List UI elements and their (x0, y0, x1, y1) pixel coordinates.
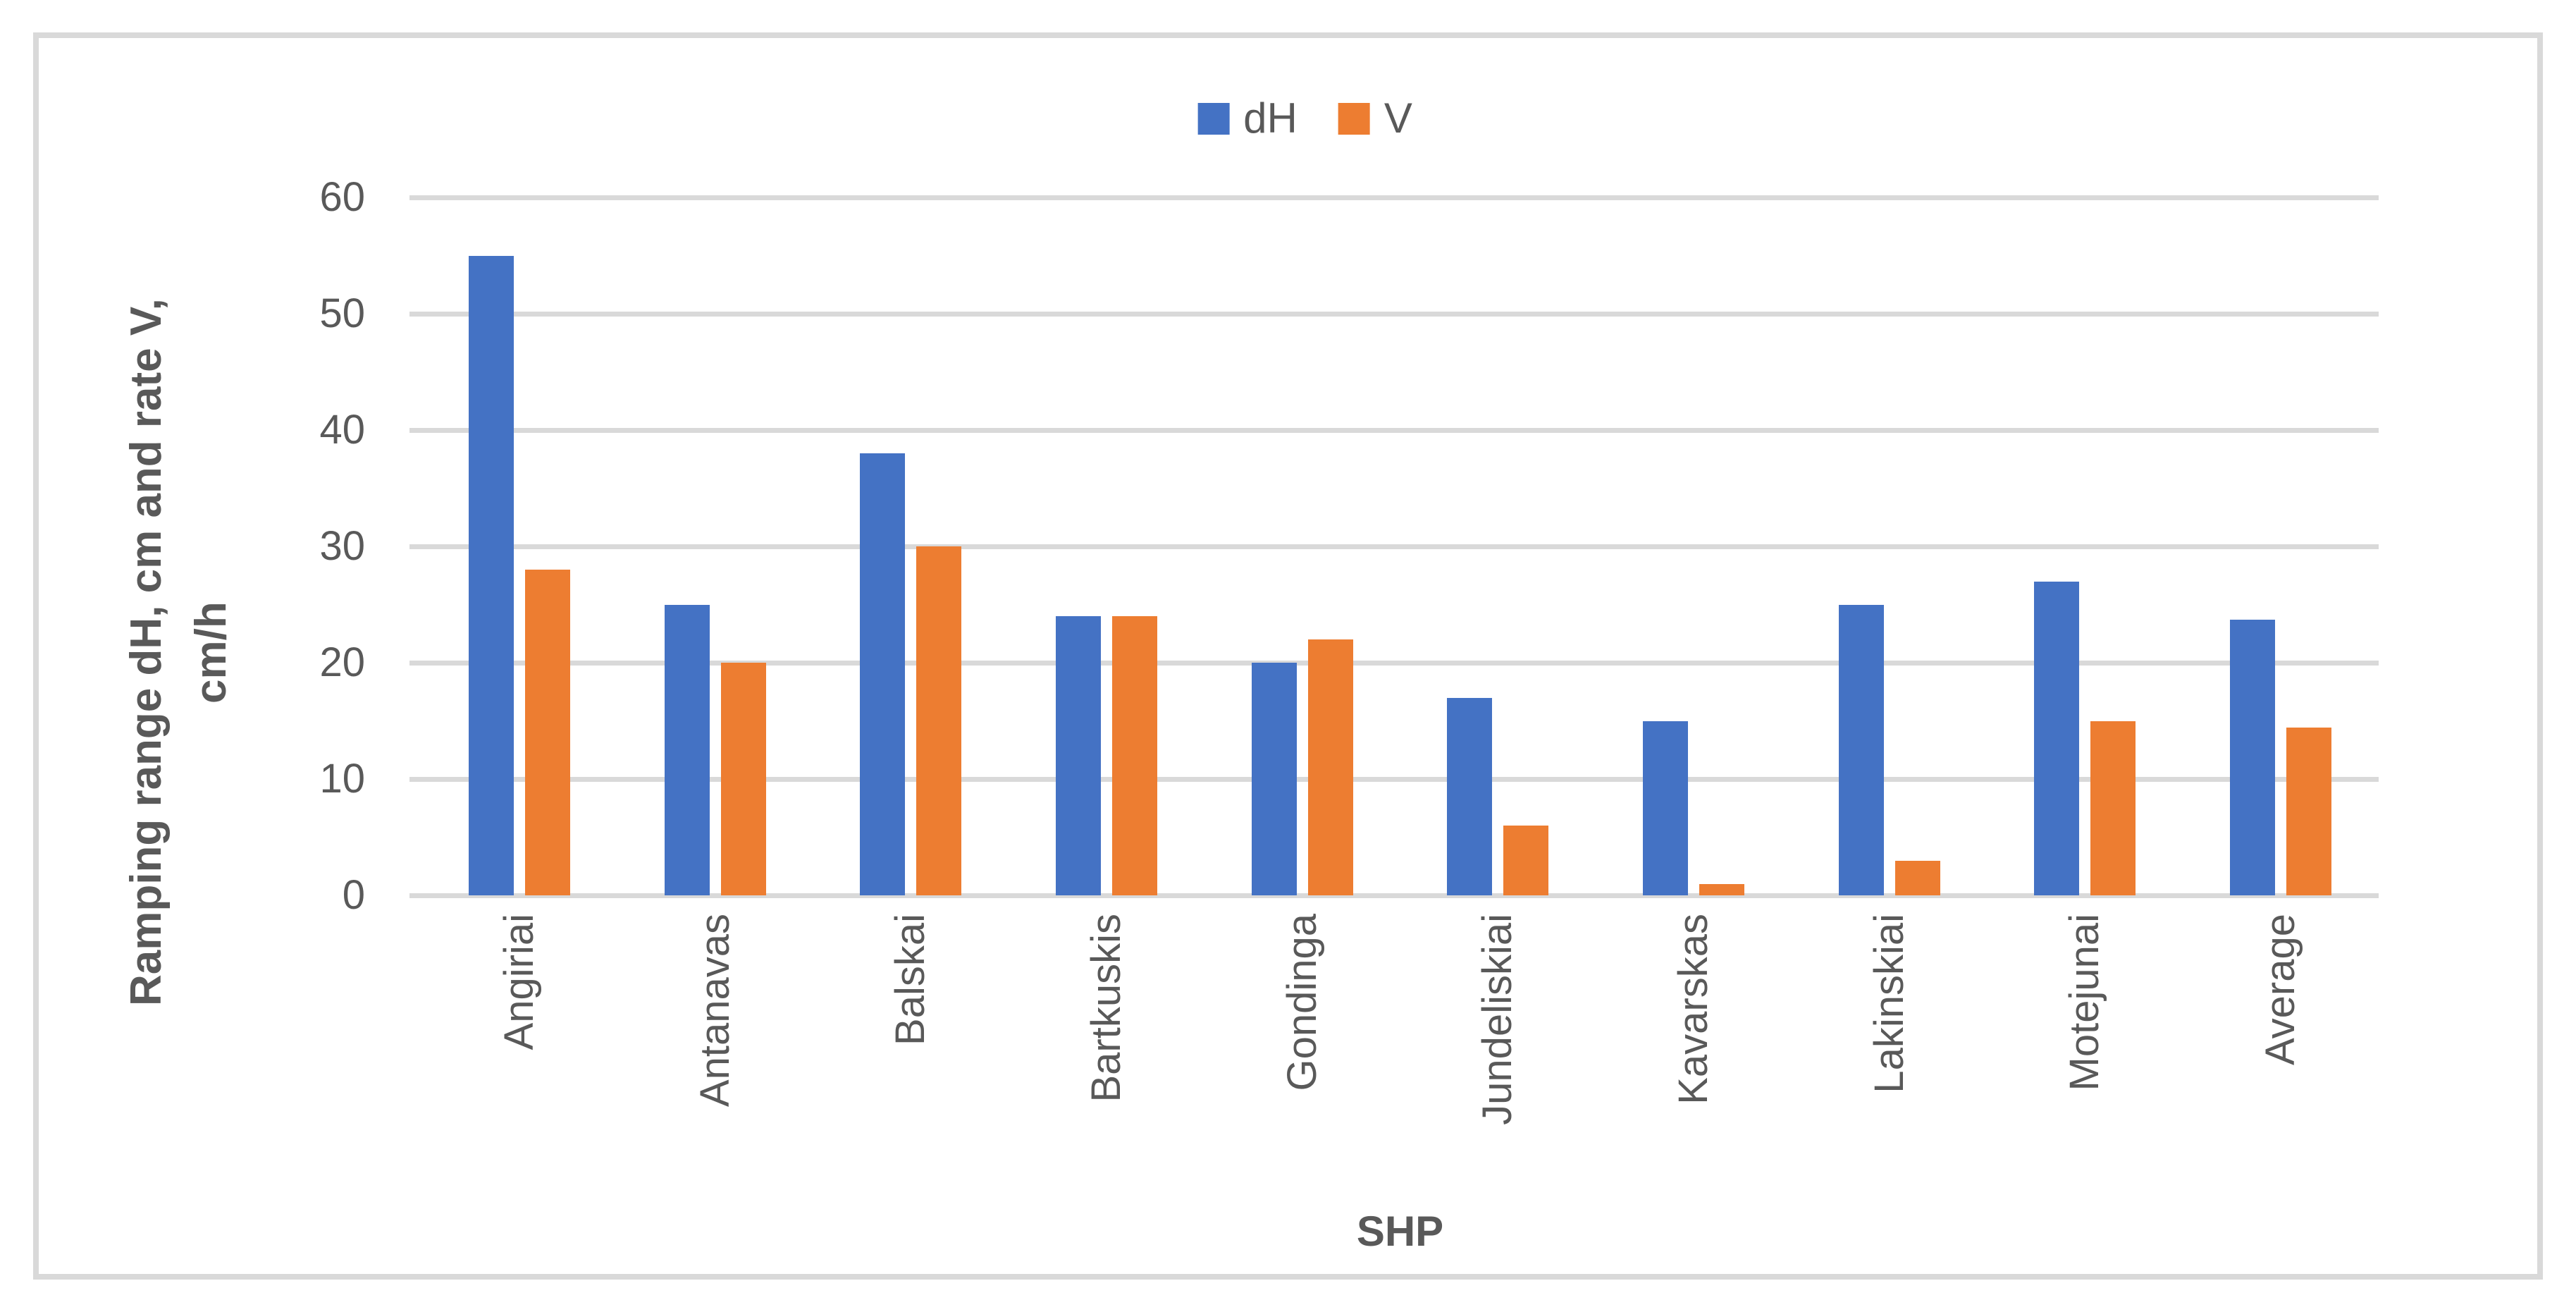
bar-group-kavarskas (1596, 197, 1792, 895)
bar-dh-motejunai (2034, 581, 2080, 895)
y-axis-title-line1: Ramping range dH, cm and rate V, (122, 298, 171, 1007)
tick-mark-y10 (409, 777, 421, 782)
tick-mark-y40 (409, 428, 421, 433)
legend-item-dh: dH (1197, 97, 1298, 140)
bars-layer (421, 197, 2379, 895)
bar-v-jundeliskiai (1503, 826, 1549, 895)
gridline-y10 (421, 777, 2379, 782)
tick-mark-y20 (409, 661, 421, 666)
x-axis-title: SHP (1356, 1208, 1444, 1255)
bar-dh-jundeliskiai (1447, 697, 1493, 895)
bar-dh-balskai (860, 453, 906, 895)
y-tick-label-40: 40 (319, 407, 365, 453)
bar-dh-bartkuskis (1055, 616, 1101, 895)
y-tick-label-0: 0 (342, 872, 365, 918)
gridline-y30 (421, 544, 2379, 549)
gridline-y50 (421, 312, 2379, 317)
tick-mark-y30 (409, 544, 421, 549)
y-tick-label-10: 10 (319, 756, 365, 802)
y-tick-label-30: 30 (319, 523, 365, 569)
plot-area: 0 10 20 30 40 50 60 (319, 174, 2379, 918)
tick-mark-y50 (409, 312, 421, 317)
legend-label-v: V (1383, 94, 1412, 142)
bar-v-kavarskas (1699, 883, 1745, 895)
chart-outer-border (33, 32, 2543, 1280)
gridline-y20 (421, 661, 2379, 666)
legend-label-dh: dH (1243, 94, 1298, 142)
gridline-y0 (421, 893, 2379, 898)
legend-swatch-v (1338, 102, 1370, 135)
bar-v-average (2286, 728, 2332, 895)
bar-group-motejunai (1988, 197, 2183, 895)
bar-dh-average (2230, 619, 2276, 895)
bar-group-average (2183, 197, 2379, 895)
bar-group-lakinskiai (1792, 197, 1988, 895)
bar-group-gondinga (1204, 197, 1400, 895)
gridline-y40 (421, 428, 2379, 433)
bar-v-motejunai (2090, 721, 2136, 895)
legend-swatch-dh (1197, 102, 1230, 135)
bar-v-antanavas (720, 663, 766, 895)
bar-group-balskai (813, 197, 1009, 895)
bar-group-angiriai (421, 197, 617, 895)
bar-dh-lakinskiai (1838, 604, 1884, 895)
gridline-y60 (421, 195, 2379, 200)
bar-dh-gondinga (1251, 663, 1297, 895)
bar-group-jundeliskiai (1400, 197, 1596, 895)
bar-dh-antanavas (664, 604, 710, 895)
tick-mark-y0 (409, 893, 421, 898)
y-tick-label-20: 20 (319, 639, 365, 685)
bar-v-bartkuskis (1111, 616, 1157, 895)
chart-legend: dH V (1197, 97, 1412, 140)
bar-v-angiriai (524, 570, 570, 895)
bar-group-antanavas (617, 197, 813, 895)
bar-group-bartkuskis (1009, 197, 1204, 895)
bar-dh-kavarskas (1643, 721, 1689, 895)
y-tick-label-50: 50 (319, 290, 365, 336)
bar-dh-angiriai (468, 255, 514, 895)
legend-item-v: V (1338, 97, 1412, 140)
bar-v-lakinskiai (1894, 860, 1940, 895)
bar-v-balskai (916, 546, 962, 895)
y-tick-label-60: 60 (319, 174, 365, 220)
tick-mark-y60 (409, 195, 421, 200)
bar-v-gondinga (1307, 639, 1353, 895)
